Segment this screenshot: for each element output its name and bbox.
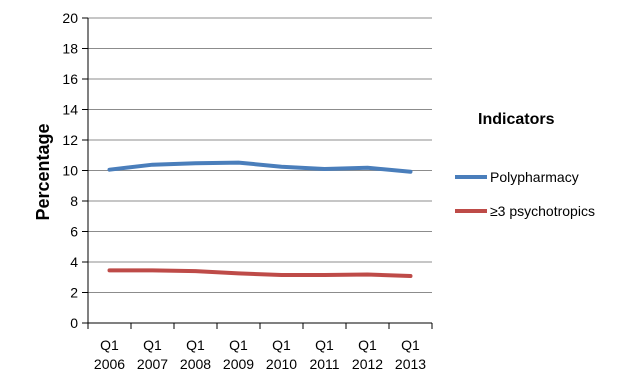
x-tick-label-2007: Q1 2007	[137, 337, 168, 372]
y-tick-label-6: 6	[70, 224, 78, 240]
y-tick-label-14: 14	[62, 102, 78, 118]
y-tick-label-18: 18	[62, 41, 78, 57]
legend-label-2: ≥3 psychotropics	[490, 203, 595, 219]
legend: Indicators Polypharmacy ≥3 psychotropics	[455, 111, 595, 219]
y-tick-label-12: 12	[62, 132, 78, 148]
axes	[82, 17, 433, 329]
series-line-2	[107, 268, 413, 278]
series-lines	[107, 160, 413, 278]
gridlines	[88, 17, 432, 293]
y-tick-label-16: 16	[62, 71, 78, 87]
x-tick-label-2009: Q1 2009	[223, 337, 254, 372]
legend-title: Indicators	[478, 111, 555, 128]
x-tick-label-2006: Q1 2006	[94, 337, 125, 372]
legend-label-1: Polypharmacy	[490, 169, 579, 185]
x-tick-label-2010: Q1 2010	[266, 337, 297, 372]
series-line-1	[107, 160, 413, 174]
x-tick-label-2011: Q1 2011	[309, 337, 339, 372]
y-tick-label-2: 2	[70, 285, 78, 301]
y-tick-label-20: 20	[62, 10, 78, 26]
y-tick-label-10: 10	[62, 163, 78, 179]
y-tick-label-8: 8	[70, 193, 78, 209]
x-tick-label-2008: Q1 2008	[180, 337, 211, 372]
x-tick-label-2013: Q1 2013	[395, 337, 426, 372]
x-tick-label-2012: Q1 2012	[352, 337, 383, 372]
y-axis-title: Percentage	[33, 123, 53, 220]
tick-labels: 0 2 4 6 8 10 12 14 16 18 20 Q1 2006 Q1 2007 Q1 2008 Q1 200…	[62, 10, 426, 372]
y-tick-label-4: 4	[70, 254, 78, 270]
y-tick-label-0: 0	[70, 315, 78, 331]
